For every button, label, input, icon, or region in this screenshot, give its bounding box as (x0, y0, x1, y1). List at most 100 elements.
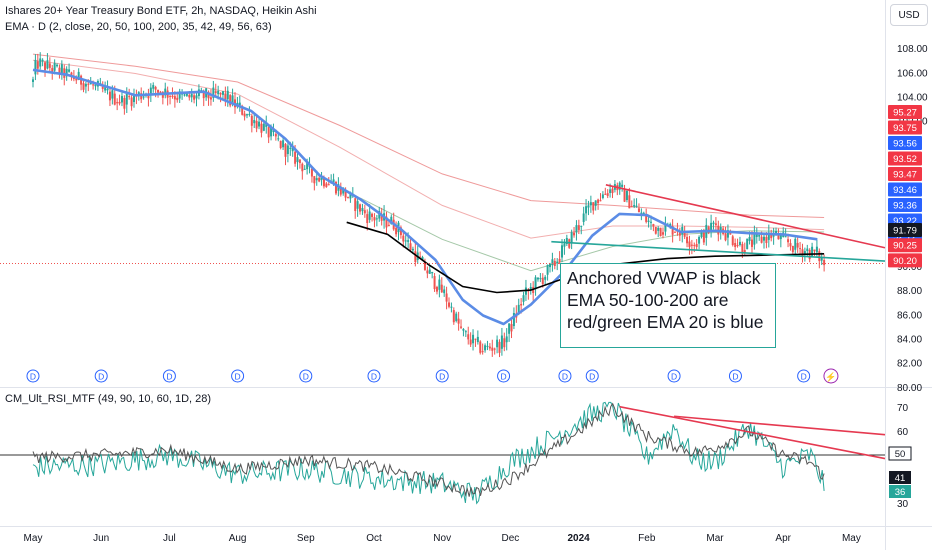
candle-body (791, 245, 794, 253)
price-trendline (551, 240, 886, 262)
dividend-marker-letter: D (371, 372, 377, 382)
candle-body (551, 259, 554, 266)
price-label-text: 91.79 (893, 226, 917, 237)
candle-body (325, 183, 328, 187)
candle-body (512, 312, 515, 327)
candle-body (637, 208, 640, 213)
dividend-marker-letter: D (589, 372, 595, 382)
time-tick-label: Nov (433, 533, 451, 544)
candle-body (414, 251, 417, 263)
candle-body (253, 120, 256, 124)
dividend-marker-letter: D (235, 372, 241, 382)
candle-body (544, 276, 547, 280)
rsi-indicator-legend[interactable]: CM_Ult_RSI_MTF (49, 90, 10, 60, 1D, 28) (5, 393, 212, 405)
candle-body (339, 186, 342, 195)
dividend-marker-icon (728, 369, 742, 383)
candle-body (241, 106, 244, 115)
candle-body (402, 235, 405, 242)
candle-body (260, 123, 263, 133)
candle-body (46, 60, 49, 69)
candle-body (561, 245, 564, 258)
candle-body (53, 62, 56, 71)
price-label-text: 90.20 (893, 256, 917, 267)
candle-body (609, 189, 612, 193)
price-tick-label: 104.00 (897, 93, 928, 104)
candle-body (116, 102, 119, 104)
price-label-text: 93.36 (893, 201, 917, 212)
candle-body (575, 225, 578, 233)
candle-body (455, 313, 458, 321)
candle-body (106, 88, 109, 91)
candle-body (505, 336, 508, 343)
dividend-marker-letter: D (671, 372, 677, 382)
candle-body (349, 192, 352, 199)
candle-body (173, 96, 176, 100)
candle-body (354, 198, 357, 212)
candle-body (811, 246, 814, 257)
candle-body (589, 202, 592, 206)
candle-body (618, 182, 621, 190)
candle-body (563, 243, 566, 247)
candle-body (541, 277, 544, 285)
candle-body (243, 113, 246, 117)
candle-body (724, 233, 727, 241)
candle-body (794, 238, 797, 250)
candle-body (202, 92, 205, 99)
annotation-box[interactable]: Anchored VWAP is black EMA 50-100-200 ar… (560, 263, 776, 348)
candle-body (457, 318, 460, 324)
price-tick-label: 82.00 (897, 359, 922, 370)
candle-body (784, 236, 787, 238)
candle-body (534, 277, 537, 290)
candle-body (767, 232, 770, 240)
price-tick-label: 106.00 (897, 68, 928, 79)
ema-20-line (32, 68, 818, 326)
candle-body (289, 147, 292, 149)
candle-body (647, 220, 650, 222)
candle-body (229, 95, 232, 106)
time-tick-label: Apr (775, 533, 791, 544)
candle-body (421, 257, 424, 261)
candle-body (462, 328, 465, 331)
candle-body (599, 200, 602, 202)
candle-body (700, 231, 703, 238)
time-tick-label: Jul (163, 533, 176, 544)
dividend-marker-letter: D (501, 372, 507, 382)
candle-body (190, 93, 193, 98)
candle-body (94, 84, 97, 87)
price-label-text: 93.22 (893, 216, 917, 227)
candle-body (498, 341, 501, 353)
candle-body (159, 91, 162, 93)
annotation-line-3: red/green EMA 20 is blue (567, 312, 764, 332)
candle-body (125, 93, 128, 105)
dividend-marker-letter: D (303, 372, 309, 382)
candle-body (746, 238, 749, 250)
candle-body (770, 233, 773, 239)
candle-body (84, 83, 87, 87)
dividend-marker-letter: D (166, 372, 172, 382)
candle-body (604, 193, 607, 195)
candle-body (621, 184, 624, 187)
candle-body (298, 159, 301, 163)
candle-body (217, 90, 220, 95)
candle-body (385, 216, 388, 228)
rsi-tick-label: 70 (897, 403, 909, 414)
candle-body (496, 339, 499, 348)
earnings-event-icon (823, 368, 839, 384)
dividend-marker-icon (497, 369, 511, 383)
candle-body (301, 163, 304, 172)
candle-body (577, 225, 580, 230)
candle-body (469, 339, 472, 345)
candle-body (582, 213, 585, 222)
anchored-vwap-line (346, 221, 825, 294)
rsi-value-text: 36 (895, 487, 906, 498)
candle-body (371, 213, 374, 217)
price-label-tag (888, 223, 922, 237)
price-label-tag (888, 105, 922, 119)
price-tick-label: 86.00 (897, 310, 922, 321)
currency-button[interactable]: USD (890, 4, 928, 26)
ema-indicator-legend[interactable]: EMA · D (2, close, 20, 50, 100, 200, 35,… (5, 21, 272, 33)
candle-body (214, 91, 217, 93)
candle-body (390, 216, 393, 225)
candle-body (659, 227, 662, 236)
